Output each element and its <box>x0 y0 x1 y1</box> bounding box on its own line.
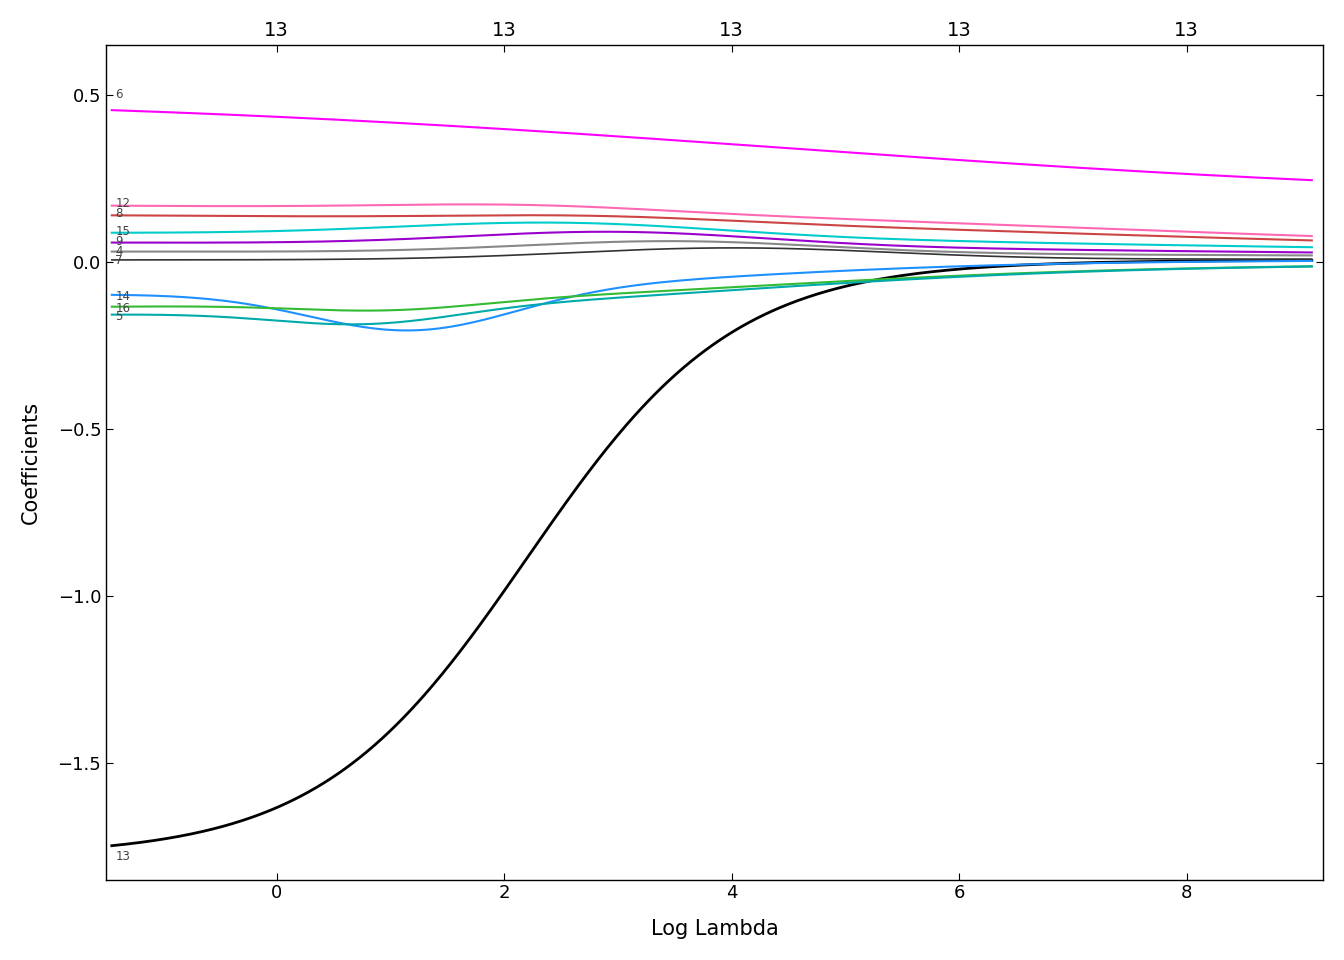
Y-axis label: Coefficients: Coefficients <box>22 400 40 524</box>
Text: 13: 13 <box>116 850 130 863</box>
X-axis label: Log Lambda: Log Lambda <box>650 919 778 939</box>
Text: 4: 4 <box>116 245 122 257</box>
Text: 5: 5 <box>116 310 122 324</box>
Text: 7: 7 <box>116 253 122 267</box>
Text: 15: 15 <box>116 226 130 238</box>
Text: 6: 6 <box>116 88 122 102</box>
Text: 8: 8 <box>116 206 122 220</box>
Text: 12: 12 <box>116 197 130 210</box>
Text: 14: 14 <box>116 290 130 303</box>
Text: 9: 9 <box>116 235 122 249</box>
Text: 16: 16 <box>116 302 130 315</box>
